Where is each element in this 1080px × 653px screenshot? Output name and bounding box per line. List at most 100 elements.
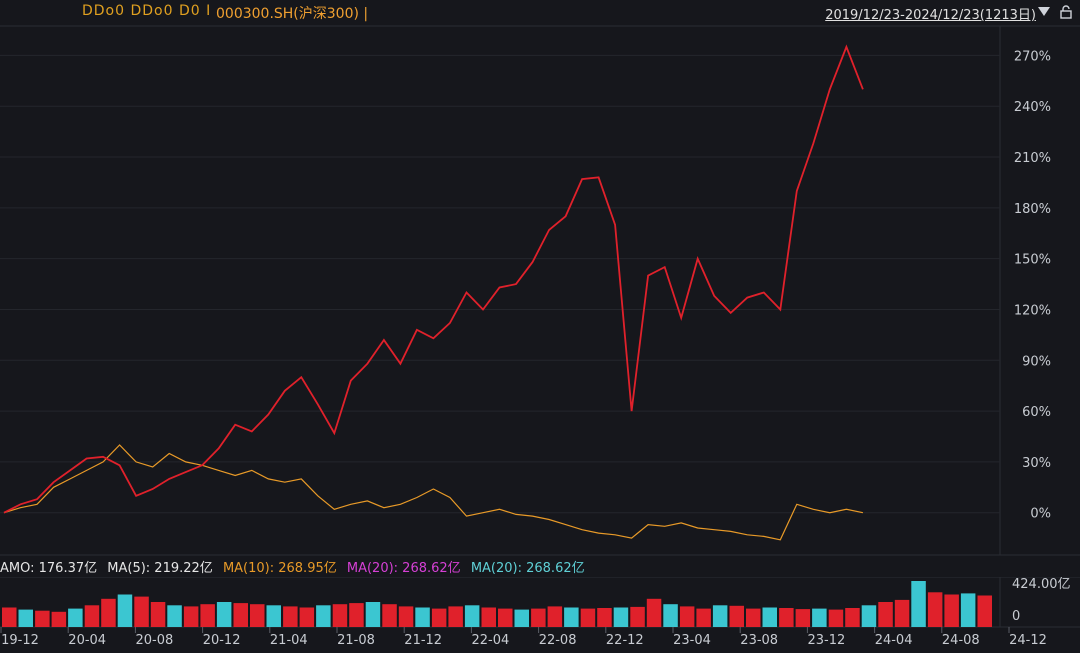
- x-tick-label: 22-04: [472, 633, 510, 648]
- volume-bar: [266, 605, 281, 627]
- volume-bar: [696, 608, 711, 627]
- volume-bar: [828, 609, 844, 627]
- volume-bar: [68, 608, 83, 627]
- ma20-value-cyan: MA(20): 268.62亿: [470, 561, 585, 576]
- chevron-down-icon[interactable]: [1038, 7, 1050, 16]
- x-tick-label: 20-08: [136, 633, 174, 648]
- x-tick-label: 22-12: [606, 633, 644, 648]
- volume-bar: [283, 606, 298, 627]
- volume-bar: [481, 607, 496, 627]
- x-tick-label: 24-08: [942, 633, 980, 648]
- volume-indicator-bar: AMO: 176.37亿 MA(5): 219.22亿 MA(10): 268.…: [0, 557, 1080, 577]
- x-tick-label: 21-08: [337, 633, 375, 648]
- vol-y-tick-label: 0: [1012, 609, 1020, 624]
- x-tick-label: 19-12: [1, 633, 39, 648]
- volume-bar: [927, 592, 943, 627]
- lock-icon[interactable]: [1060, 5, 1072, 19]
- volume-bar: [960, 593, 976, 627]
- price-series-line: [3, 44, 864, 514]
- y-tick-label: 240%: [1014, 100, 1051, 115]
- volume-bar: [514, 609, 529, 627]
- x-tick-label: 21-04: [270, 633, 308, 648]
- y-tick-label: 90%: [1022, 354, 1051, 369]
- volume-bar: [646, 598, 662, 627]
- volume-bar: [779, 608, 794, 627]
- volume-bar: [894, 599, 910, 627]
- volume-bar: [150, 602, 166, 627]
- volume-bar: [183, 606, 199, 627]
- volume-bar: [613, 607, 629, 627]
- volume-bar: [464, 605, 480, 627]
- volume-bar: [729, 605, 744, 627]
- volume-bar: [101, 598, 116, 627]
- y-tick-label: 0%: [1030, 507, 1051, 522]
- volume-bar: [762, 607, 777, 627]
- x-tick-label: 20-04: [68, 633, 106, 648]
- x-tick-label: 23-08: [740, 633, 778, 648]
- volume-bar: [365, 602, 381, 627]
- chart-header: DDo0 DDo0 D0 I 000300.SH(沪深300) | 2019/1…: [0, 0, 1080, 26]
- volume-bar: [911, 581, 926, 627]
- volume-bar: [250, 604, 265, 627]
- volume-bar: [795, 609, 811, 627]
- volume-bar: [944, 594, 959, 627]
- volume-bar: [861, 605, 877, 627]
- date-range-selector[interactable]: 2019/12/23-2024/12/23(1213日): [825, 8, 1036, 23]
- volume-bar: [580, 608, 596, 627]
- volume-bar: [498, 608, 513, 627]
- index-series-line: [3, 444, 864, 541]
- security-name: DDo0 DDo0 D0 I: [82, 3, 212, 19]
- y-tick-label: 270%: [1014, 49, 1051, 64]
- volume-bar: [200, 604, 215, 627]
- volume-bar: [233, 603, 248, 627]
- volume-bar: [547, 606, 563, 627]
- volume-bar: [663, 604, 678, 627]
- volume-bar: [712, 605, 728, 627]
- x-tick-label: 24-12: [1009, 633, 1047, 648]
- volume-bar: [597, 608, 612, 627]
- ma10-value: MA(10): 268.95亿: [222, 561, 337, 576]
- volume-bar: [316, 605, 331, 627]
- volume-bar: [448, 606, 463, 627]
- volume-bar: [84, 605, 100, 627]
- x-tick-label: 22-08: [539, 633, 577, 648]
- volume-bar: [51, 611, 67, 627]
- volume-bar: [2, 607, 17, 627]
- volume-bar: [564, 607, 579, 627]
- volume-bar: [977, 595, 992, 627]
- volume-bar: [134, 596, 149, 627]
- volume-bar: [630, 606, 645, 627]
- volume-bar: [35, 610, 50, 627]
- volume-chart[interactable]: 424.00亿 0 19-12 20-04 20-08 20-12 21-04 21-08 2…: [0, 577, 1080, 653]
- ma5-value: MA(5): 219.22亿: [107, 561, 213, 576]
- volume-bar: [382, 604, 397, 627]
- volume-bar: [415, 607, 430, 627]
- price-chart[interactable]: 270% 240% 210% 180% 150% 120% 90% 60% 30% 0%: [0, 0, 1080, 560]
- x-tick-label: 23-12: [808, 633, 846, 648]
- volume-bar: [812, 608, 827, 627]
- x-tick-label: 20-12: [203, 633, 241, 648]
- volume-bar: [299, 607, 315, 627]
- y-tick-label: 120%: [1014, 303, 1051, 318]
- volume-bar: [679, 606, 695, 627]
- amo-value: AMO: 176.37亿: [0, 561, 98, 576]
- volume-bar: [349, 603, 364, 627]
- volume-bar: [845, 608, 860, 627]
- volume-bar: [332, 604, 348, 627]
- volume-bar: [431, 608, 447, 627]
- y-tick-label: 60%: [1022, 405, 1051, 420]
- x-tick-label: 21-12: [404, 633, 442, 648]
- volume-bar: [531, 608, 546, 627]
- index-compare-label[interactable]: 000300.SH(沪深300) |: [216, 6, 369, 22]
- volume-bar: [216, 602, 232, 627]
- volume-bar: [117, 594, 133, 627]
- ma20-value-magenta: MA(20): 268.62亿: [346, 561, 461, 576]
- volume-bar: [18, 609, 33, 627]
- y-tick-label: 210%: [1014, 151, 1051, 166]
- volume-bar: [167, 605, 182, 627]
- x-tick-label: 23-04: [673, 633, 711, 648]
- vol-y-tick-label: 424.00亿: [1012, 577, 1071, 592]
- y-tick-label: 150%: [1014, 253, 1051, 268]
- x-tick-label: 24-04: [875, 633, 913, 648]
- volume-bar: [398, 606, 414, 627]
